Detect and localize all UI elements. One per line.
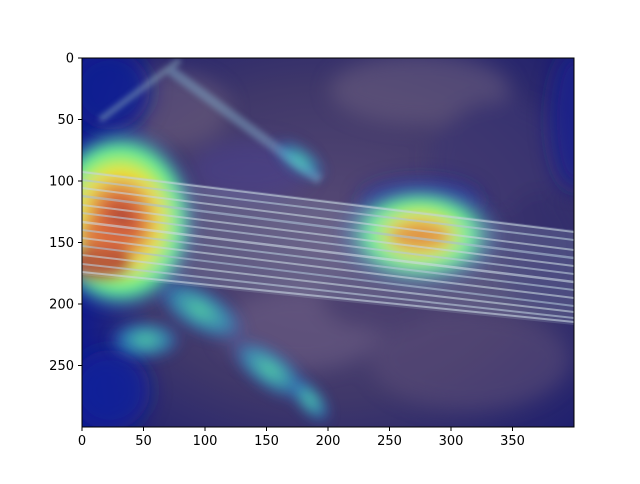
x-tick-label: 150: [254, 434, 279, 449]
heatmap-image: [82, 58, 574, 427]
x-tick-label: 200: [316, 434, 341, 449]
y-axis: 0 50 100 150 200 250: [49, 52, 82, 374]
string-bundle: [82, 171, 574, 323]
y-tick-label: 50: [57, 113, 74, 128]
y-tick-label: 250: [49, 359, 74, 374]
x-tick-label: 250: [377, 434, 402, 449]
x-tick-label: 50: [135, 434, 152, 449]
x-tick-label: 100: [193, 434, 218, 449]
x-tick-label: 350: [500, 434, 525, 449]
x-axis: 0 50 100 150 200 250 300 350: [78, 427, 525, 449]
x-tick-label: 300: [439, 434, 464, 449]
y-tick-label: 150: [49, 236, 74, 251]
x-tick-label: 0: [78, 434, 86, 449]
y-tick-label: 100: [49, 175, 74, 190]
y-tick-label: 200: [49, 298, 74, 313]
y-tick-label: 0: [66, 52, 74, 67]
